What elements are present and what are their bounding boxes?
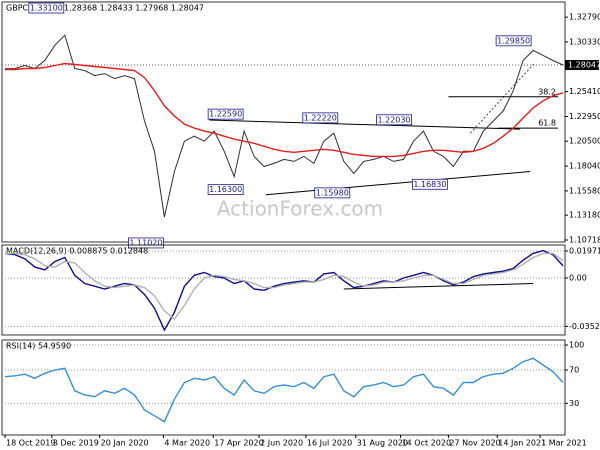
annotation-label: 1.33100: [30, 4, 63, 13]
x-tick-label: 2 Jun 2020: [260, 439, 303, 448]
annotation-label: 1.22220: [304, 113, 337, 122]
annotation-box: [28, 2, 65, 14]
y-tick-label: 1.10718: [569, 236, 600, 245]
y-tick-label: 1.20500: [569, 137, 600, 146]
annotation-box: [207, 184, 244, 196]
y-tick-label: 1.32790: [569, 13, 600, 22]
annotation-label: 1.29850: [497, 36, 530, 45]
series-line: [5, 252, 564, 321]
last-price-box: [565, 60, 599, 71]
y-tick-label: 1.22950: [569, 112, 600, 121]
x-tick-label: 14 Jan 2021: [498, 439, 546, 448]
x-tick-label: 4 Mar 2020: [164, 439, 210, 448]
y-tick-label: 1.15580: [569, 186, 600, 195]
series-line: [5, 62, 564, 158]
trendline: [343, 282, 534, 290]
y-tick-label: 1.25410: [569, 87, 600, 96]
watermark: ActionForex.com: [217, 197, 383, 221]
x-tick-label: 14 Oct 2020: [402, 439, 451, 448]
annotation-box: [495, 35, 532, 47]
panel-frame: [1, 1, 566, 243]
y-tick-label: 30: [569, 399, 579, 408]
x-tick-label: 31 Aug 2020: [357, 439, 408, 448]
panel-title: RSI(14) 54.9590: [6, 342, 71, 351]
series-line: [4, 249, 564, 332]
y-tick-label: 1.18040: [569, 162, 600, 171]
annotation-label: 1.22030: [377, 115, 410, 124]
trendline: [266, 171, 531, 196]
trendline: [209, 119, 521, 130]
annotation-label: 1.22590: [209, 110, 242, 119]
fib-label: 38.2: [538, 87, 556, 96]
y-tick-label: 1.30330: [569, 37, 600, 46]
x-tick-label: 3 Dec 2019: [53, 439, 99, 448]
annotation-box: [207, 108, 244, 120]
annotation-label: 1.11020: [129, 238, 162, 247]
x-tick-label: 27 Nov 2020: [449, 439, 500, 448]
annotation-label: 1.16300: [209, 185, 242, 194]
x-tick-label: 20 Jan 2020: [101, 439, 149, 448]
annotation-label: 1.16830: [413, 180, 446, 189]
y-tick-label: 0.00: [569, 274, 587, 283]
last-price-label: 1.28047: [568, 61, 600, 70]
x-tick-label: 17 Apr 2020: [214, 439, 263, 448]
annotation-box: [376, 114, 412, 126]
series-line: [4, 357, 564, 423]
x-tick-label: 16 Jul 2020: [307, 439, 352, 448]
x-tick-label: 1 Mar 2021: [541, 439, 587, 448]
panel-frame: [1, 339, 566, 436]
x-tick-label: 18 Oct 2019: [6, 439, 55, 448]
panel-frame: [1, 244, 566, 336]
panel-title: GBPCHF,Daily 1.28368 1.28433 1.27968 1.2…: [6, 4, 204, 13]
y-tick-label: 0.019718: [569, 247, 600, 256]
annotation-box: [314, 187, 351, 199]
fib-label: 61.8: [538, 119, 556, 128]
y-tick-label: 100: [569, 341, 584, 350]
annotation-box: [302, 112, 339, 124]
annotation-box: [412, 178, 448, 190]
annotation-label: 1.15980: [316, 188, 349, 197]
y-tick-label: 70: [569, 366, 579, 375]
annotation-box: [128, 237, 164, 249]
y-tick-label: -0.035295: [569, 322, 600, 331]
y-tick-label: 1.13180: [569, 211, 600, 220]
